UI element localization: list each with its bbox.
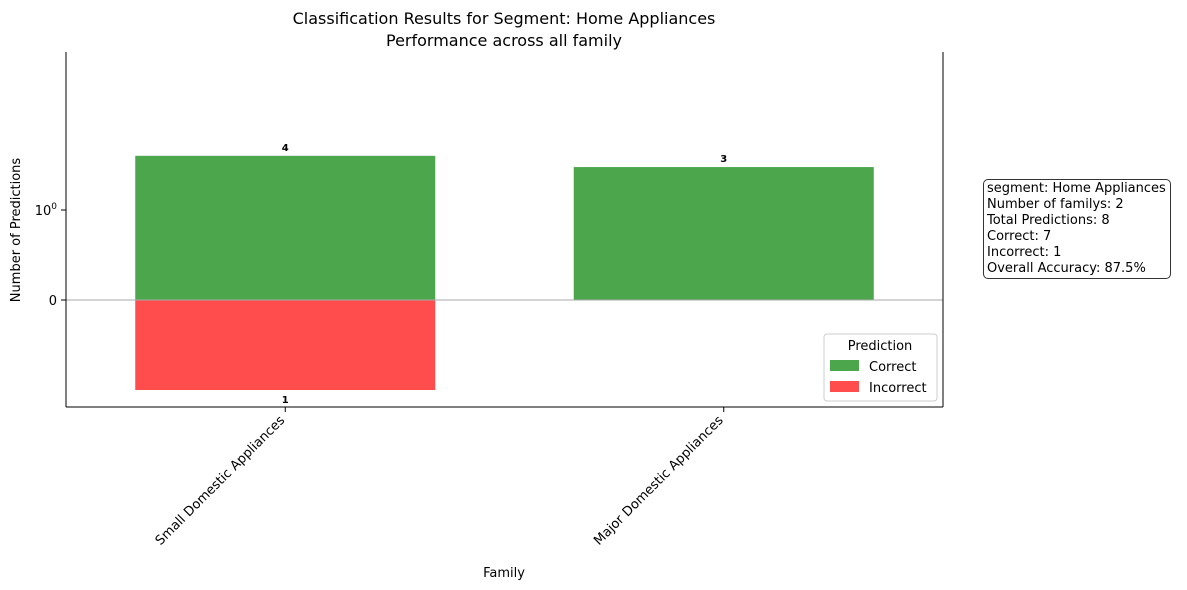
legend-label-incorrect: Incorrect	[869, 381, 927, 396]
x-tick-label: Major Domestic Appliances	[591, 413, 726, 548]
bar-correct	[573, 167, 874, 300]
stats-line: Overall Accuracy: 87.5%	[987, 261, 1146, 276]
stats-line: Correct: 7	[987, 229, 1052, 244]
legend-title: Prediction	[848, 339, 913, 354]
chart-subtitle: Performance across all family	[386, 31, 622, 50]
y-tick-exponent: 0	[51, 202, 57, 212]
bar-label-incorrect: 1	[282, 395, 289, 406]
x-axis-label: Family	[483, 566, 525, 581]
legend-swatch-incorrect	[830, 381, 859, 392]
legend-swatch-correct	[830, 360, 859, 371]
bar-label-correct: 4	[282, 143, 289, 154]
stats-line: Number of familys: 2	[987, 197, 1124, 212]
bar-label-correct: 3	[720, 154, 727, 165]
stats-line: segment: Home Appliances	[987, 181, 1166, 196]
y-tick-label: 0	[49, 294, 57, 309]
legend-label-correct: Correct	[869, 360, 916, 375]
legend: Prediction Correct Incorrect	[823, 333, 938, 402]
y-tick-label: 100	[35, 202, 58, 219]
stats-box: segment: Home Appliances Number of famil…	[983, 179, 1171, 279]
bar-correct	[135, 155, 436, 300]
x-tick-label: Small Domestic Appliances	[153, 413, 288, 548]
bar-incorrect	[135, 300, 436, 390]
y-axis-label: Number of Predictions	[9, 158, 24, 303]
stats-line: Incorrect: 1	[987, 245, 1062, 260]
plot-area: 4 1 Small Domestic Appliances 3 Major Domest…	[35, 52, 944, 549]
chart-title: Classification Results for Segment: Home…	[293, 9, 716, 28]
stats-line: Total Predictions: 8	[987, 213, 1110, 228]
